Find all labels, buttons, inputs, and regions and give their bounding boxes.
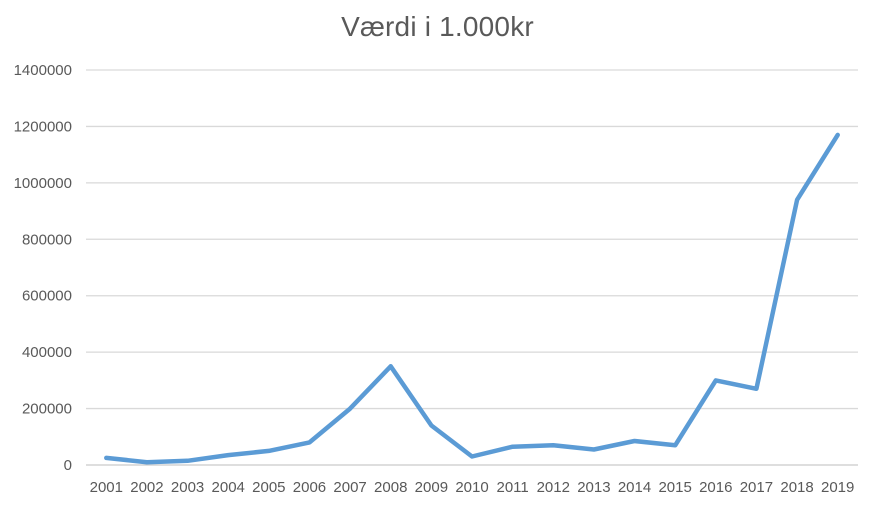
chart-title: Værdi i 1.000kr (341, 11, 534, 42)
x-axis-tick-label: 2012 (537, 479, 570, 496)
x-axis-tick-label: 2009 (415, 479, 448, 496)
value-line (104, 132, 840, 465)
y-axis-tick-label: 0 (64, 457, 72, 474)
x-axis-tick-label: 2003 (171, 479, 204, 496)
x-axis-tick-label: 2005 (252, 479, 285, 496)
y-axis-tick-label: 1400000 (14, 62, 72, 79)
y-axis: 0 200000 400000 600000 800000 1000000 1200000 1… (14, 62, 72, 474)
x-axis-tick-label: 2019 (821, 479, 854, 496)
x-axis-tick-label: 2018 (780, 479, 813, 496)
value-series (104, 132, 840, 465)
x-axis-tick-label: 2013 (577, 479, 610, 496)
x-axis-tick-label: 2007 (333, 479, 366, 496)
x-axis-tick-label: 2015 (658, 479, 691, 496)
x-axis-tick-label: 2002 (130, 479, 163, 496)
x-axis-tick-label: 2017 (740, 479, 773, 496)
y-axis-tick-label: 1200000 (14, 118, 72, 135)
x-axis-tick-label: 2010 (455, 479, 488, 496)
x-axis-tick-label: 2014 (618, 479, 651, 496)
x-axis-tick-label: 2011 (496, 479, 528, 496)
y-axis-tick-label: 600000 (22, 288, 72, 305)
gridlines (86, 69, 858, 466)
x-axis-tick-label: 2016 (699, 479, 732, 496)
y-axis-tick-label: 200000 (22, 401, 72, 418)
x-axis: 2001 2002 2003 2004 2005 2006 2007 2008 2009 2010… (90, 479, 855, 496)
x-axis-tick-label: 2004 (212, 479, 245, 496)
x-axis-tick-label: 2001 (90, 479, 123, 496)
y-axis-tick-label: 400000 (22, 344, 72, 361)
y-axis-tick-label: 1000000 (14, 175, 72, 192)
x-axis-tick-label: 2008 (374, 479, 407, 496)
x-axis-tick-label: 2006 (293, 479, 326, 496)
y-axis-tick-label: 800000 (22, 231, 72, 248)
